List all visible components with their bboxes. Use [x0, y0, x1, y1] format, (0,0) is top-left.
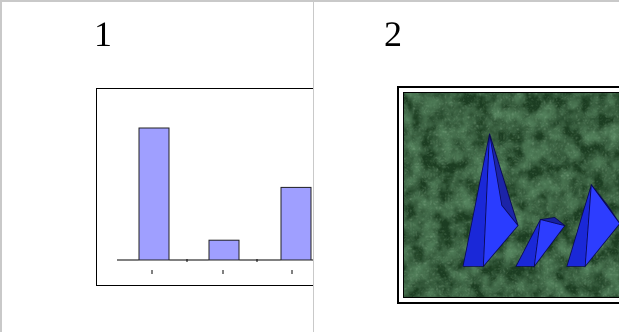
bar [208, 239, 240, 261]
bar [280, 186, 312, 261]
pyramid-shapes [462, 133, 619, 268]
blue-pyramids-image [404, 93, 619, 297]
cell-number-label: 1 [94, 14, 112, 54]
picture-thumbnail[interactable] [397, 86, 619, 304]
cell-number-label: 2 [384, 14, 402, 54]
table-cell-1: 1 [2, 2, 314, 332]
table-cell-2: 2 [314, 2, 619, 332]
picture-inner-frame [403, 92, 619, 298]
bar-chart-thumbnail[interactable] [96, 88, 313, 286]
bar [138, 127, 170, 261]
bar-chart [117, 127, 313, 274]
